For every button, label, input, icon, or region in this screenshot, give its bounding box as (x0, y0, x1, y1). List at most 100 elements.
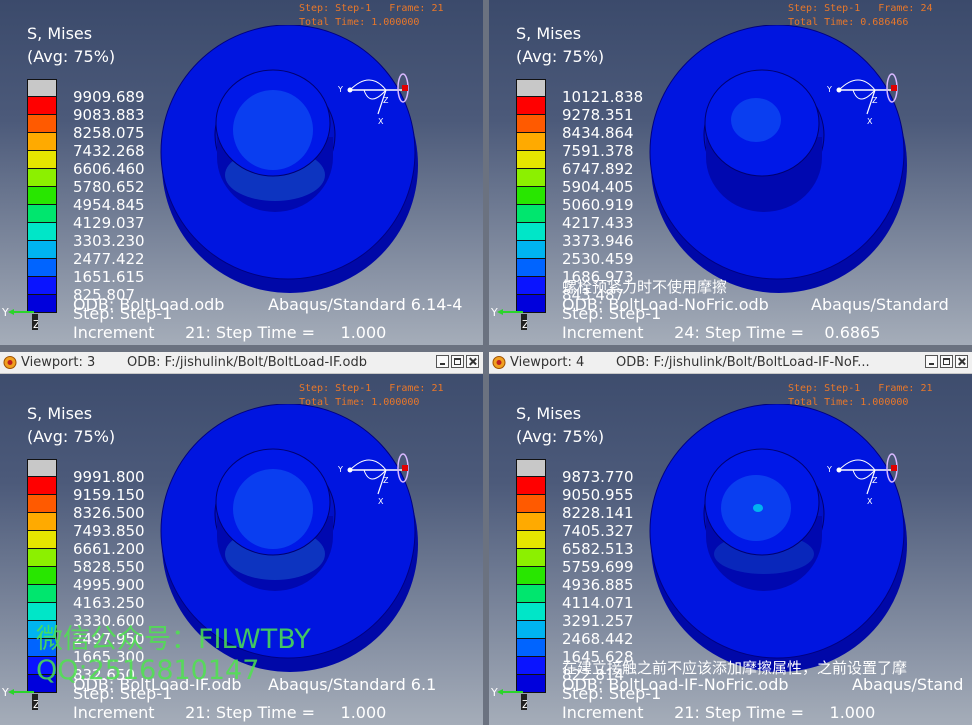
legend-value: 4954.845 (73, 196, 145, 214)
legend-value: 1651.615 (73, 268, 145, 286)
viewport-1[interactable]: Step: Step-1 Frame: 21 Total Time: 1.000… (0, 0, 483, 345)
averaging-label: (Avg: 75%) (516, 427, 605, 446)
increment-label: Increment 24: Step Time = 0.6865 (562, 323, 881, 342)
model-render[interactable] (155, 25, 425, 295)
triad-y-label: Y (2, 306, 9, 319)
viewport-titlebar[interactable]: Viewport: 3 ODB: F:/jishulink/Bolt/BoltL… (0, 352, 483, 374)
legend-swatch (516, 459, 546, 477)
step-frame-label: Step: Step-1 Frame: 21 (788, 383, 933, 394)
triad-z-label: Z (522, 698, 527, 711)
legend-swatch (516, 259, 546, 277)
legend-value: 4995.900 (73, 576, 145, 594)
legend-swatch (516, 585, 546, 603)
legend-value: 843.487 (562, 286, 625, 304)
legend-swatch (27, 531, 57, 549)
odb-label: ODB: BoltLoad-IF.odb (73, 675, 242, 694)
odb-label: ODB: BoltLoad.odb (73, 295, 225, 314)
legend-value: 4936.885 (562, 576, 634, 594)
viewport-4[interactable]: Viewport: 4 ODB: F:/jishulink/Bolt/BoltL… (489, 352, 972, 725)
solver-label: Abaqus/Standard (811, 295, 949, 314)
csys-z-label: Z (872, 476, 878, 485)
total-time-label: Total Time: 1.000000 (788, 397, 909, 408)
legend-swatch (516, 133, 546, 151)
triad-z-label: Z (522, 318, 527, 331)
viewport-titlebar[interactable]: Viewport: 4 ODB: F:/jishulink/Bolt/BoltL… (489, 352, 972, 374)
csys-z-label: Z (383, 476, 389, 485)
legend-swatch (27, 657, 57, 675)
legend-value: 9083.883 (73, 106, 145, 124)
legend-swatch (516, 187, 546, 205)
triad-y-label: Y (2, 686, 9, 699)
viewport-odb-path: ODB: F:/jishulink/Bolt/BoltLoad-IF-NoF..… (616, 355, 870, 370)
legend-value: 1686.973 (562, 268, 634, 286)
watermark-line-2: QQ:2516810147 (36, 655, 260, 686)
minimize-button[interactable] (436, 355, 449, 368)
legend-swatch (516, 657, 546, 675)
legend-value: 6661.200 (73, 540, 145, 558)
legend-swatch (27, 567, 57, 585)
legend-value: 3330.600 (73, 612, 145, 630)
legend-swatch (27, 79, 57, 97)
legend-swatch (27, 477, 57, 495)
legend-value: 3291.257 (562, 612, 634, 630)
maximize-button[interactable] (940, 355, 953, 368)
legend-swatch (516, 513, 546, 531)
close-button[interactable] (466, 355, 479, 368)
legend-value: 4163.250 (73, 594, 145, 612)
overlay-caption: 在建立接触之前不应该添加摩擦属性，之前设置了摩 (562, 659, 908, 677)
legend-swatch (516, 495, 546, 513)
csys-x-label: X (867, 117, 873, 126)
field-output-label: S, Mises (516, 404, 582, 423)
close-button[interactable] (955, 355, 968, 368)
legend-value: 2477.422 (73, 250, 145, 268)
averaging-label: (Avg: 75%) (27, 427, 116, 446)
legend-swatch (27, 97, 57, 115)
legend-value: 4129.037 (73, 214, 145, 232)
csys-z-label: Z (872, 96, 878, 105)
legend-swatch (516, 205, 546, 223)
view-triad-icon: Y Z (2, 686, 38, 711)
step-frame-label: Step: Step-1 Frame: 24 (788, 3, 933, 14)
triad-z-label: Z (33, 698, 38, 711)
legend-value: 4114.071 (562, 594, 634, 612)
contour-legend (27, 459, 57, 693)
viewport-name: Viewport: 4 (510, 355, 585, 370)
legend-value: 7591.378 (562, 142, 634, 160)
legend-swatch (27, 459, 57, 477)
legend-value: 7405.327 (562, 522, 634, 540)
legend-value: 1665.300 (73, 648, 145, 666)
legend-value: 2468.442 (562, 630, 634, 648)
solver-label: Abaqus/Standard 6.1 (268, 675, 437, 694)
legend-swatch (27, 513, 57, 531)
csys-icon: Y Z X (826, 453, 898, 506)
csys-y-label: Y (826, 85, 832, 94)
csys-y-label: Y (826, 465, 832, 474)
legend-value: 8326.500 (73, 504, 145, 522)
minimize-button[interactable] (925, 355, 938, 368)
viewport-2[interactable]: Step: Step-1 Frame: 24 Total Time: 0.686… (489, 0, 972, 345)
legend-swatch (27, 603, 57, 621)
total-time-label: Total Time: 1.000000 (299, 17, 420, 28)
legend-values: 10121.838 9278.351 8434.864 7591.378 6747.89… (562, 88, 643, 304)
total-time-label: Total Time: 1.000000 (299, 397, 420, 408)
view-triad-icon: Y Z (491, 306, 527, 331)
contour-legend (27, 79, 57, 313)
legend-value: 2497.950 (73, 630, 145, 648)
viewport-3[interactable]: Viewport: 3 ODB: F:/jishulink/Bolt/BoltL… (0, 352, 483, 725)
legend-swatch (27, 621, 57, 639)
legend-values: 9909.689 9083.883 8258.075 7432.268 6606.460… (73, 88, 145, 304)
contour-legend (516, 79, 546, 313)
model-render[interactable] (155, 404, 425, 674)
legend-swatch (27, 495, 57, 513)
legend-swatch (516, 477, 546, 495)
legend-swatch (27, 223, 57, 241)
maximize-button[interactable] (451, 355, 464, 368)
legend-value: 5780.652 (73, 178, 145, 196)
legend-swatch (516, 241, 546, 259)
triad-y-label: Y (491, 306, 498, 319)
legend-value: 10121.838 (562, 88, 644, 106)
model-render[interactable] (644, 404, 914, 674)
model-render[interactable] (644, 25, 914, 295)
legend-swatch (27, 639, 57, 657)
csys-z-label: Z (383, 96, 389, 105)
